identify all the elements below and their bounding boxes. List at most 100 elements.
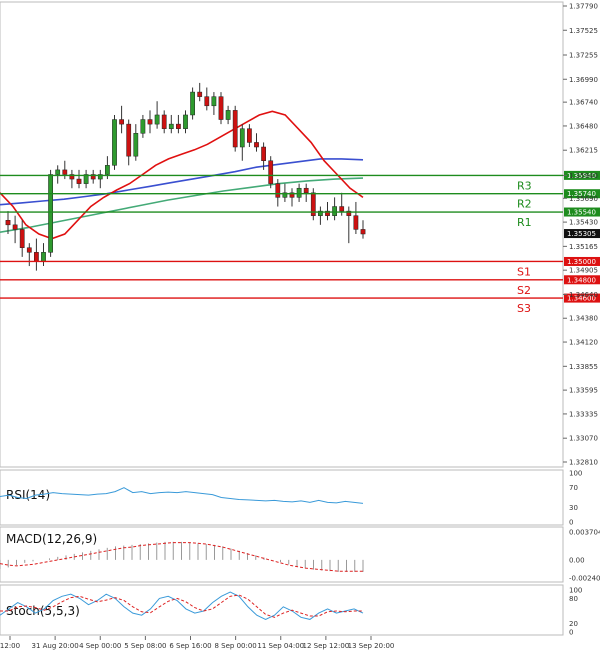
candle-body: [332, 206, 337, 216]
level-label-s3: S3: [517, 302, 531, 315]
level-price-tag: [564, 207, 600, 217]
time-tick-label: 12:00: [0, 642, 20, 650]
candle-body: [19, 229, 25, 248]
time-tick-label: 6 Sep 16:00: [169, 642, 211, 650]
level-price-tag: [564, 189, 600, 199]
candle-body: [12, 224, 18, 230]
level-label-r1: R1: [517, 216, 532, 229]
level-price-tag: [564, 293, 600, 303]
price-axis: 1.37790 1.37525 1.37255 1.36990 1.36740 1.364…: [563, 3, 598, 467]
candle-body: [161, 114, 167, 129]
candle-body: [232, 110, 238, 148]
rsi-tick-label: 100: [569, 470, 582, 478]
candle-body: [48, 174, 53, 253]
price-tick-label: 1.34380: [569, 315, 598, 323]
rsi-tick-label: 30: [569, 504, 578, 512]
candle-body: [90, 174, 96, 180]
candle-body: [62, 169, 68, 175]
price-tick-label: 1.33855: [569, 363, 598, 371]
time-tick-label: 12 Sep 12:00: [303, 642, 350, 650]
candle-body: [325, 210, 330, 216]
candle-body: [353, 215, 359, 230]
stoch-tick-label: 0: [569, 629, 573, 637]
macd-pane: [0, 526, 564, 583]
candle-body: [254, 142, 259, 148]
stoch-tick-label: 80: [569, 595, 578, 603]
level-label-s2: S2: [517, 284, 531, 297]
macd-label: MACD(12,26,9): [6, 532, 97, 546]
candle-body: [211, 96, 217, 107]
candle-body: [176, 123, 181, 129]
candle-body: [289, 192, 295, 198]
stoch-tick-label: 100: [569, 587, 582, 595]
sma-green-line: [0, 177, 364, 233]
stoch-d-line: [0, 594, 363, 618]
level-price-text: 1.35000: [567, 258, 596, 266]
candle-body: [261, 146, 266, 161]
candle-body: [282, 192, 288, 198]
macd-histogram: [0, 541, 364, 572]
pivot-levels: R3 1.35940 R2 1.35740 R1 1.35540 S1 1.35000 S2 1.…: [0, 170, 600, 315]
level-price-text: 1.34600: [567, 295, 596, 303]
sma-red-line: [0, 110, 364, 240]
price-tick-label: 1.33335: [569, 410, 598, 418]
macd-axis: 0.003704 0.00 -0.002409: [569, 529, 600, 583]
candle-body: [339, 206, 345, 212]
candle-body: [119, 119, 124, 125]
level-price-text: 1.35940: [567, 172, 596, 180]
candle-body: [247, 128, 252, 143]
candle-body: [225, 110, 231, 120]
current-price-tag: [564, 229, 600, 239]
candle-body: [112, 119, 117, 166]
price-tick-label: 1.36990: [569, 76, 598, 84]
candle-body: [239, 128, 245, 148]
price-tick-label: 1.37525: [569, 27, 598, 35]
candle-body: [218, 96, 224, 120]
candle-body: [318, 210, 323, 216]
candle-body: [275, 183, 281, 198]
rsi-pane: [0, 469, 564, 526]
candle-body: [26, 247, 32, 253]
price-tick-label: 1.36740: [569, 99, 598, 107]
time-tick-label: 5 Sep 08:00: [124, 642, 166, 650]
price-tick-label: 1.37790: [569, 3, 598, 11]
candle-body: [140, 119, 146, 134]
price-tick-label: 1.36480: [569, 122, 598, 130]
time-tick-label: 11 Sep 04:00: [257, 642, 304, 650]
candle-body: [154, 114, 160, 125]
price-tick-label: 1.35430: [569, 219, 598, 227]
level-label-r3: R3: [517, 179, 532, 192]
level-label-s1: S1: [517, 265, 531, 278]
level-label-r2: R2: [517, 198, 532, 211]
candle-body: [303, 187, 309, 194]
candle-body: [133, 133, 139, 157]
price-tick-label: 1.35940: [569, 172, 598, 180]
time-axis: 12:00 31 Aug 20:00 4 Sep 00:00 5 Sep 08:00 6…: [0, 636, 394, 650]
candle-body: [197, 91, 203, 97]
level-price-text: 1.35540: [567, 209, 596, 217]
candle-body: [76, 178, 82, 184]
current-price-text: 1.35305: [567, 230, 596, 238]
rsi-tick-label: 0: [569, 519, 573, 527]
rsi-label: RSI(14): [6, 488, 50, 502]
price-tick-label: 1.32810: [569, 459, 598, 467]
price-tick-label: 1.34640: [569, 291, 598, 299]
price-tick-label: 1.34120: [569, 339, 598, 347]
price-tick-label: 1.35690: [569, 195, 598, 203]
rsi-tick-label: 70: [569, 484, 578, 492]
candles: [5, 82, 366, 271]
stoch-pane: [0, 584, 564, 636]
candle-body: [97, 174, 103, 180]
macd-tick-label: 0.003704: [569, 529, 600, 537]
candle-body: [168, 123, 174, 129]
candle-body: [190, 91, 195, 116]
price-tick-label: 1.37255: [569, 51, 598, 59]
price-tick-label: 1.33070: [569, 435, 598, 443]
rsi-line: [0, 487, 364, 504]
level-price-tag: [564, 170, 600, 180]
candle-body: [34, 252, 39, 262]
stoch-k-line: [0, 591, 364, 620]
candle-body: [83, 174, 89, 184]
candle-body: [360, 229, 366, 235]
